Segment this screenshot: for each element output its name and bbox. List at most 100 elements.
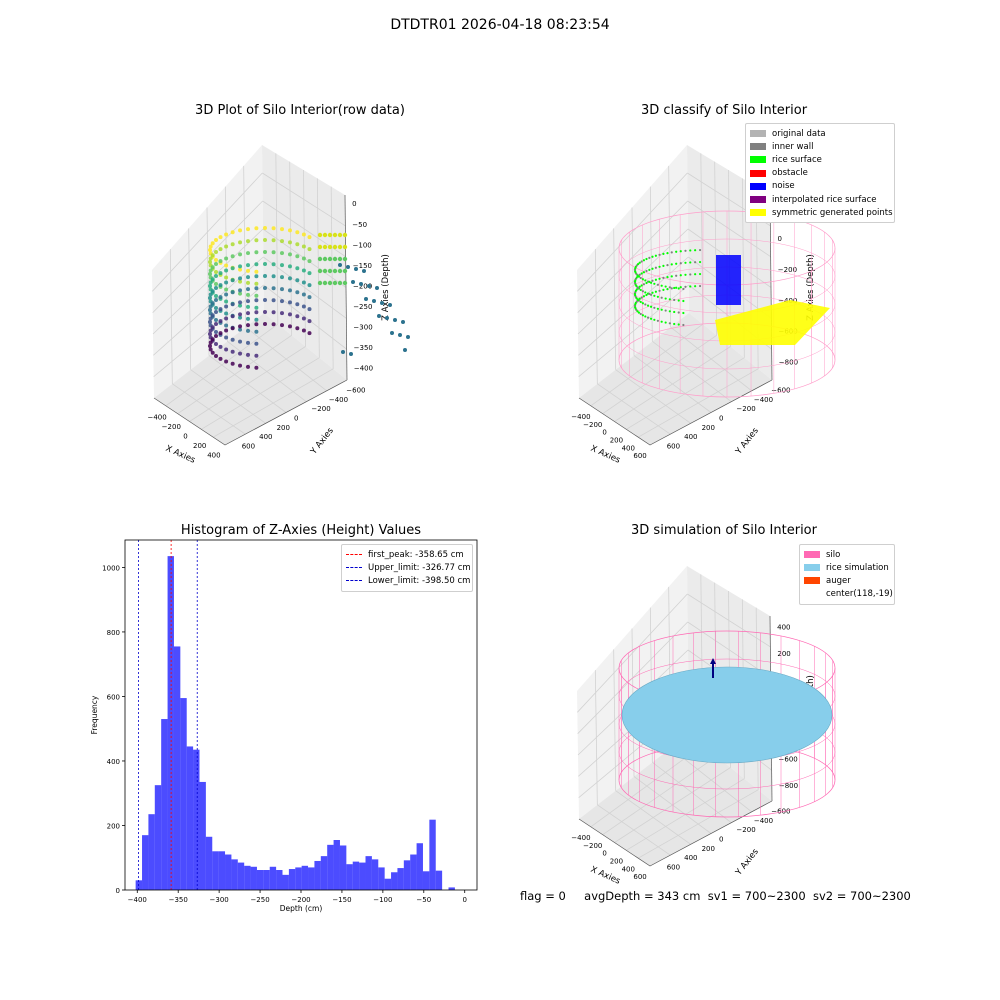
cls-point [664, 297, 667, 300]
hist-bar [346, 864, 353, 890]
cls-point [684, 261, 687, 264]
hist-bar [435, 870, 443, 890]
sim-ytick: −200 [736, 826, 755, 834]
raw-xtick: 0 [183, 433, 187, 441]
cls-point [698, 248, 702, 252]
cls-point [673, 298, 676, 302]
raw-point [337, 256, 343, 262]
hist-bar [180, 698, 187, 890]
hist-bar [205, 836, 213, 890]
cls-point [651, 279, 654, 282]
cls-point [640, 296, 643, 299]
raw-point [327, 244, 333, 250]
raw-pane-floor [154, 313, 347, 445]
sim-ytick: 400 [684, 854, 697, 862]
cls-point [664, 309, 667, 312]
cls-point [651, 267, 654, 270]
cls-point [653, 294, 656, 297]
raw-point [271, 274, 276, 279]
hist-bar [250, 866, 257, 890]
simulation-legend: silo rice simulation auger center(118,-19) [799, 544, 895, 605]
sim-xtick: 400 [622, 865, 635, 873]
raw-point [307, 271, 312, 276]
cls-point [654, 278, 657, 281]
raw-point [238, 327, 243, 332]
raw-point [246, 275, 251, 280]
raw-point [238, 363, 243, 368]
raw-point [208, 328, 213, 333]
hist-bar [448, 887, 455, 890]
raw-point [230, 230, 235, 235]
raw-point [246, 263, 251, 268]
cls-point [679, 274, 682, 277]
raw-point [230, 361, 235, 366]
raw-point [254, 262, 259, 267]
status-footer: flag = 0 avgDepth = 343 cm sv1 = 700~230… [520, 889, 911, 903]
cls-legend-item: interpolated rice surface [750, 193, 890, 206]
raw-point [218, 259, 223, 264]
raw-point [224, 275, 229, 280]
raw-point [230, 326, 235, 331]
hist-ytick-label: 600 [107, 693, 120, 701]
cls-grid [577, 172, 688, 292]
sim-auger-head [710, 658, 716, 664]
raw-point [295, 326, 300, 331]
raw-point [287, 324, 292, 329]
hist-ytick-label: 0 [116, 887, 120, 895]
raw-point [208, 340, 213, 345]
hist-bar [403, 860, 411, 890]
cls-point [670, 275, 673, 278]
raw-point [218, 295, 223, 300]
raw-point [327, 280, 333, 286]
cls-point [642, 259, 646, 262]
raw-point [210, 337, 215, 342]
sim-xtick: −200 [583, 842, 602, 850]
cls-point [640, 260, 643, 263]
raw-point [210, 241, 215, 246]
raw-point [295, 278, 300, 283]
raw-point [295, 254, 300, 259]
raw-point [388, 303, 392, 307]
sim-scene [618, 630, 836, 818]
sim-legend-swatch [804, 591, 820, 598]
raw-point [213, 257, 218, 262]
hist-bar [237, 862, 245, 890]
raw-point [210, 325, 215, 330]
hist-xtick-label: −250 [250, 896, 269, 904]
raw-point [322, 268, 328, 274]
raw-point [213, 269, 218, 274]
cls-xtick: −200 [583, 421, 602, 429]
hist-bar [352, 861, 360, 890]
raw-point [367, 284, 371, 288]
raw-point [208, 347, 213, 352]
cls-point [660, 320, 663, 323]
figure-title: DTDTR01 2026-04-18 08:23:54 [390, 17, 610, 33]
raw-point [218, 307, 223, 312]
cls-axis-lines [578, 379, 773, 446]
cls-point [648, 292, 651, 295]
hist-legend-item: Lower_limit: -398.50 cm [346, 574, 470, 587]
cls-point [656, 283, 659, 286]
hist-bar [154, 785, 162, 890]
raw-point [230, 278, 235, 283]
raw-point [263, 250, 267, 254]
raw-point [279, 263, 284, 268]
raw-point [218, 247, 223, 252]
raw-point [342, 268, 348, 274]
raw-point [254, 250, 259, 255]
raw-point [230, 314, 235, 319]
cls-point [640, 272, 643, 275]
raw-point [287, 288, 292, 293]
raw-point [372, 299, 376, 303]
raw-point [210, 289, 215, 294]
raw-point [271, 262, 276, 267]
raw-point [208, 332, 212, 336]
raw-grid [212, 368, 334, 438]
cls-point [662, 264, 665, 268]
raw-point [263, 310, 267, 314]
cls-point [675, 262, 678, 265]
